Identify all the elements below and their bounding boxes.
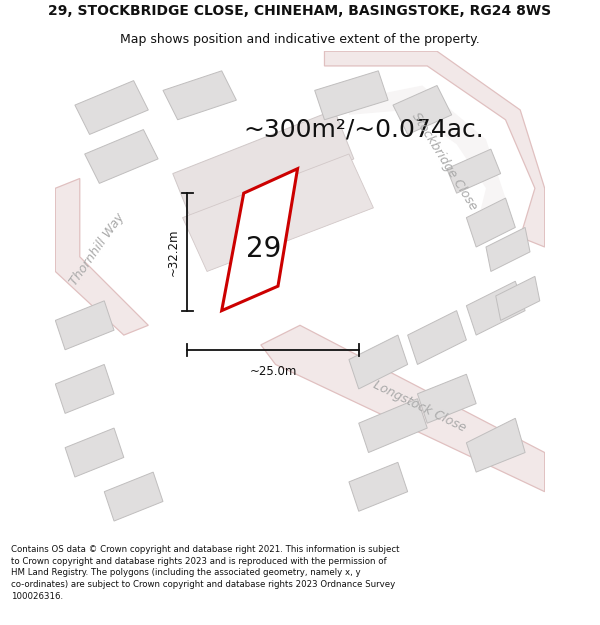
Polygon shape [349,335,407,389]
Polygon shape [222,169,298,311]
Polygon shape [163,71,236,120]
Text: 29: 29 [245,236,281,264]
Text: Longstock Close: Longstock Close [371,378,469,434]
Polygon shape [466,198,515,247]
Polygon shape [182,154,373,271]
Text: Stockbridge Close: Stockbridge Close [409,110,480,213]
Polygon shape [65,428,124,477]
Polygon shape [314,71,388,120]
Polygon shape [55,301,114,350]
Polygon shape [359,399,427,452]
Polygon shape [55,179,148,335]
Polygon shape [418,374,476,423]
Text: Contains OS data © Crown copyright and database right 2021. This information is : Contains OS data © Crown copyright and d… [11,545,400,601]
Polygon shape [85,129,158,183]
Polygon shape [447,149,500,193]
Text: ~300m²/~0.074ac.: ~300m²/~0.074ac. [244,118,484,141]
Polygon shape [349,462,407,511]
Polygon shape [466,418,525,472]
Polygon shape [486,228,530,271]
Polygon shape [349,86,506,238]
Polygon shape [75,81,148,134]
Text: Thornhill Way: Thornhill Way [67,211,127,288]
Polygon shape [261,325,545,492]
Text: ~25.0m: ~25.0m [250,365,297,378]
Polygon shape [407,311,466,364]
Polygon shape [173,110,354,222]
Polygon shape [466,281,525,335]
Text: ~32.2m: ~32.2m [167,228,180,276]
Polygon shape [55,364,114,413]
Polygon shape [496,276,540,321]
Polygon shape [393,86,452,134]
Polygon shape [325,51,545,247]
Text: Map shows position and indicative extent of the property.: Map shows position and indicative extent… [120,34,480,46]
Polygon shape [104,472,163,521]
Text: 29, STOCKBRIDGE CLOSE, CHINEHAM, BASINGSTOKE, RG24 8WS: 29, STOCKBRIDGE CLOSE, CHINEHAM, BASINGS… [49,4,551,18]
